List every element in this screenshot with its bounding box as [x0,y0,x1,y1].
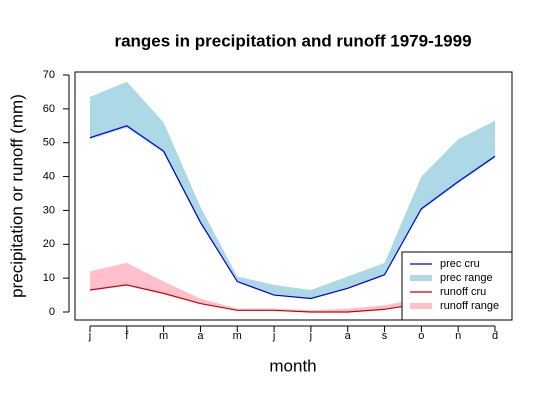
y-tick-label: 40 [43,170,55,182]
y-tick-label: 70 [43,69,55,81]
chart-title: ranges in precipitation and runoff 1979-… [114,31,471,50]
plot-frame [74,71,513,321]
legend-label: prec cru [440,258,480,270]
y-tick-label: 0 [49,306,55,318]
series-line [89,125,496,300]
legend-label: prec range [440,272,493,284]
x-tick-label: f [125,330,129,342]
x-axis-label: month [269,356,316,375]
x-tick-label: a [197,330,204,342]
y-tick-label: 20 [43,238,55,250]
x-tick-label: o [418,330,424,342]
x-tick-label: s [382,330,388,342]
range-band [90,262,495,312]
x-tick-label: d [492,330,498,342]
x-tick-label: a [345,330,352,342]
y-tick-label: 10 [43,272,55,284]
x-tick-label: m [159,330,168,342]
y-axis-label: precipitation or runoff (mm) [7,94,26,298]
x-tick-label: j [309,330,312,342]
range-band [90,81,495,299]
legend-label: runoff cru [440,286,486,298]
y-tick-label: 50 [43,137,55,149]
legend-label: runoff range [440,300,499,312]
x-tick-label: j [272,330,275,342]
y-tick-label: 60 [43,103,55,115]
y-tick-label: 30 [43,204,55,216]
x-tick-label: m [233,330,242,342]
x-tick-label: j [88,330,91,342]
x-tick-label: n [455,330,461,342]
